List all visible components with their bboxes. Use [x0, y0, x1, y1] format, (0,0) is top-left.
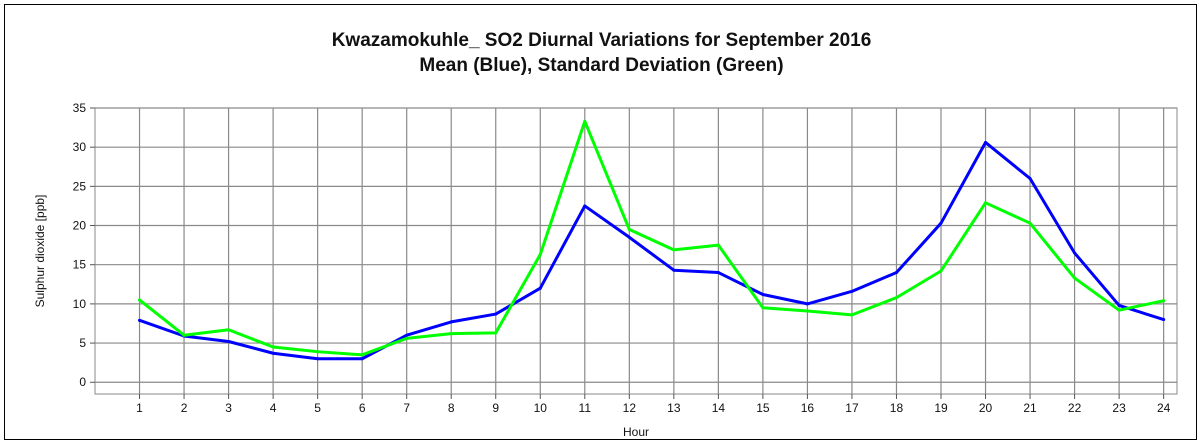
mean-data-point — [360, 357, 364, 361]
x-tick-label: 14 — [712, 401, 726, 415]
mean-data-point — [894, 271, 898, 275]
mean-data-point — [1073, 251, 1077, 255]
mean-data-point — [716, 271, 720, 275]
y-tick-label: 20 — [73, 219, 87, 233]
mean-series-line — [138, 140, 1166, 361]
std-dev-data-point — [761, 306, 765, 310]
mean-data-point — [538, 286, 542, 290]
mean-data-point — [805, 302, 809, 306]
x-tick-label: 7 — [403, 401, 410, 415]
mean-data-point — [1028, 177, 1032, 181]
x-tick-label: 9 — [492, 401, 499, 415]
mean-data-point — [672, 268, 676, 272]
grid-lines — [95, 107, 1177, 394]
mean-data-point — [449, 320, 453, 324]
x-tick-label: 21 — [1023, 401, 1037, 415]
x-tick-label: 10 — [534, 401, 548, 415]
std-dev-data-point — [850, 313, 854, 317]
mean-data-point — [405, 333, 409, 337]
y-tick-label: 25 — [73, 179, 87, 193]
x-tick-label: 19 — [934, 401, 948, 415]
chart-subtitle: Mean (Blue), Standard Deviation (Green) — [419, 55, 784, 76]
y-axis-label: Sulphur dioxide [ppb] — [33, 195, 47, 308]
mean-data-point — [850, 289, 854, 293]
std-dev-series-line — [138, 119, 1166, 357]
x-tick-label: 15 — [756, 401, 770, 415]
x-tick-label: 2 — [181, 401, 188, 415]
std-dev-data-point — [672, 248, 676, 252]
x-tick-label: 12 — [623, 401, 637, 415]
mean-data-point — [761, 292, 765, 296]
std-dev-data-point — [1162, 299, 1166, 303]
chart-title: Kwazamokuhle_ SO2 Diurnal Variations for… — [331, 30, 872, 51]
mean-data-point — [271, 351, 275, 355]
std-dev-data-point — [538, 253, 542, 257]
std-dev-data-point — [182, 333, 186, 337]
mean-data-point — [583, 204, 587, 208]
mean-data-point — [138, 318, 142, 322]
y-tick-label: 10 — [73, 297, 87, 311]
std-dev-data-point — [360, 353, 364, 357]
std-dev-data-point — [1117, 308, 1121, 312]
x-tick-label: 1 — [136, 401, 143, 415]
x-tick-label: 16 — [801, 401, 815, 415]
std-dev-data-point — [449, 332, 453, 336]
x-tick-label: 20 — [979, 401, 993, 415]
mean-data-point — [316, 357, 320, 361]
std-dev-data-point — [227, 328, 231, 332]
mean-data-point — [939, 221, 943, 225]
std-dev-data-point — [716, 243, 720, 247]
x-axis-label: Hour — [623, 425, 649, 439]
x-tick-label: 11 — [579, 401, 592, 415]
x-tick-label: 18 — [890, 401, 904, 415]
x-tick-label: 3 — [225, 401, 232, 415]
x-tick-label: 4 — [270, 401, 277, 415]
std-dev-data-point — [627, 227, 631, 231]
x-tick-label: 5 — [314, 401, 321, 415]
y-tick-label: 5 — [79, 336, 86, 350]
y-tick-label: 35 — [73, 101, 87, 115]
plot-area — [94, 107, 1178, 395]
mean-data-point — [1117, 303, 1121, 307]
y-tick-label: 0 — [79, 375, 86, 389]
x-tick-label: 8 — [448, 401, 455, 415]
mean-data-point — [494, 312, 498, 316]
x-tick-label: 22 — [1068, 401, 1082, 415]
std-dev-data-point — [894, 296, 898, 300]
std-dev-data-point — [984, 201, 988, 205]
series-layer — [138, 119, 1166, 361]
std-dev-data-point — [271, 345, 275, 349]
std-dev-data-point — [583, 119, 587, 123]
std-dev-data-point — [494, 331, 498, 335]
mean-data-point — [1162, 318, 1166, 322]
std-dev-data-point — [1073, 276, 1077, 280]
std-dev-data-point — [405, 336, 409, 340]
std-dev-data-point — [805, 309, 809, 313]
std-dev-data-point — [1028, 221, 1032, 225]
tick-labels: 1 2 3 4 5 6 7 8 9 10 11 12 13 14 15 16 17 18 19 20 21 22 23 240… — [73, 101, 1171, 415]
y-tick-label: 30 — [73, 140, 87, 154]
mean-data-point — [627, 235, 631, 239]
x-tick-label: 17 — [845, 401, 859, 415]
y-tick-label: 15 — [73, 258, 87, 272]
std-dev-data-point — [939, 269, 943, 273]
x-tick-label: 6 — [359, 401, 366, 415]
mean-data-point — [227, 340, 231, 344]
x-tick-label: 23 — [1112, 401, 1126, 415]
std-dev-data-point — [138, 298, 142, 302]
mean-data-point — [984, 140, 988, 144]
x-tick-label: 24 — [1157, 401, 1171, 415]
x-tick-label: 13 — [667, 401, 681, 415]
std-dev-data-point — [316, 350, 320, 354]
